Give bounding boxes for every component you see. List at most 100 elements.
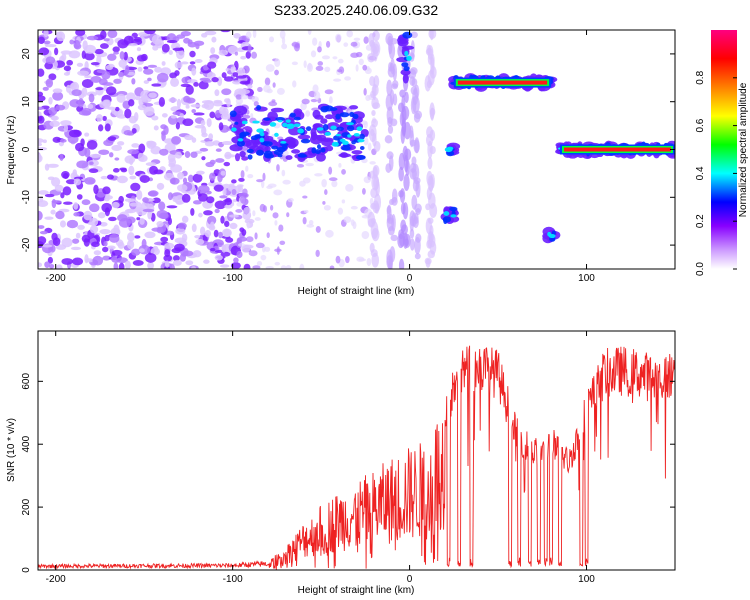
spectrogram-cell (201, 156, 206, 161)
spectrogram-cell (124, 155, 136, 164)
spectrogram-cell (130, 182, 141, 192)
spectrogram-cell (401, 62, 409, 68)
spectrogram-cell (107, 53, 117, 61)
spectrogram-cell (102, 186, 111, 195)
spectrogram-cell (265, 265, 274, 269)
spectrogram-cell (181, 215, 189, 223)
spectrogram-cell (424, 257, 432, 265)
spectrogram-cell (245, 236, 254, 243)
spectrogram-cell (409, 238, 415, 251)
spectrogram-cell (337, 58, 344, 64)
spectrogram-cell (202, 79, 212, 83)
spectrogram-cell (222, 186, 227, 197)
spectrogram-cell (315, 225, 321, 233)
spectrogram-cell (287, 197, 294, 203)
spectrogram-cell (210, 47, 216, 54)
spectrogram-cell (341, 199, 346, 204)
snr-x-tick-label: 0 (407, 574, 413, 585)
spectrogram-cell (443, 211, 450, 216)
spectrogram-cell (317, 144, 322, 150)
spectrogram-cell (181, 233, 188, 242)
spectrogram-cell (307, 30, 312, 35)
spectrogram-cell (158, 201, 166, 211)
spectrogram-cell (403, 65, 410, 72)
spectrogram-cell (324, 66, 331, 73)
spectrogram-cell (139, 217, 145, 225)
spectrogram-cell (148, 92, 157, 99)
spectrogram-cell (99, 222, 108, 227)
spectrogram-cell (398, 166, 405, 182)
spectrogram-cell (238, 243, 246, 247)
spectrogram-cell (412, 95, 420, 114)
spectrogram-cell (150, 146, 162, 155)
spectrogram-y-tick-label: 10 (21, 96, 32, 108)
spectrogram-cell (241, 46, 254, 51)
snr-y-ticks: 0 200 400 600 (21, 373, 675, 573)
spectrogram-cell (256, 149, 264, 156)
spectrogram-cell (182, 118, 194, 127)
spectrogram-cell (363, 121, 368, 129)
spectrogram-cell (118, 262, 125, 269)
chart-title: S233.2025.240.06.09.G32 (274, 2, 438, 18)
spectrogram-cell (201, 132, 208, 138)
snr-y-tick-label: 600 (21, 373, 32, 390)
spectrogram-cell (359, 146, 365, 151)
spectrogram-cell (134, 95, 141, 101)
spectrogram-cell (427, 217, 434, 224)
spectrogram-cell (117, 72, 125, 77)
spectrogram-cell (316, 127, 324, 131)
spectrogram-cell (291, 42, 300, 48)
spectrogram-cell (182, 250, 194, 257)
spectrogram-cell (231, 179, 237, 184)
spectrogram-cell (99, 228, 111, 235)
spectrogram-cell (87, 103, 94, 109)
spectrogram-cell (272, 82, 276, 88)
spectrogram-cell (84, 177, 96, 185)
spectrogram-cell (276, 164, 280, 172)
spectrogram-cell (43, 30, 49, 38)
spectrogram-cell (375, 179, 380, 197)
spectrogram-cell (322, 124, 329, 132)
spectrogram-cell (116, 175, 128, 184)
spectrogram-cell (247, 174, 254, 179)
spectrogram-cell (224, 197, 233, 206)
spectrogram-cell (247, 44, 252, 53)
spectrogram-cell (170, 115, 177, 119)
spectrogram-cell (126, 232, 135, 242)
spectrogram-cell (280, 265, 287, 269)
spectrogram-cell (276, 87, 285, 95)
spectrogram-cell (363, 36, 369, 44)
spectrogram-cell (276, 146, 286, 153)
spectrogram-cell (88, 168, 99, 174)
spectrogram-cell (361, 230, 370, 240)
spectrogram-cell (192, 250, 202, 258)
spectrogram-cell (190, 151, 198, 158)
spectrogram-cell (250, 113, 254, 119)
spectrogram-cell (404, 50, 409, 57)
spectrogram-cell (56, 31, 66, 42)
spectrogram-cell (367, 142, 372, 151)
spectrogram-y-tick-label: -20 (21, 237, 32, 252)
spectrogram-cell (60, 192, 65, 199)
spectrogram-cell (287, 141, 297, 149)
spectrogram-cell (138, 248, 145, 253)
spectrogram-cell (48, 73, 57, 81)
spectrogram-cell (39, 230, 48, 235)
spectrogram-cell (333, 78, 342, 82)
spectrogram-cell (69, 39, 75, 45)
spectrogram-y-ticks: -20 -10 0 10 20 (21, 48, 675, 252)
spectrogram-cell (139, 175, 150, 183)
spectrogram-cell (41, 244, 53, 248)
spectrogram-cell (234, 153, 241, 162)
spectrogram-cell (98, 124, 104, 132)
spectrogram-cell (256, 128, 265, 133)
spectrogram-cell (104, 123, 111, 132)
spectrogram-cell (346, 125, 355, 132)
spectrogram-cell (142, 208, 155, 213)
spectrogram-cell (86, 35, 99, 41)
spectrogram-cell (192, 200, 202, 205)
spectrogram-cell (214, 254, 223, 261)
spectrogram-cell (198, 212, 203, 218)
spectrogram-cell (113, 262, 119, 269)
spectrogram-cell (214, 200, 227, 210)
